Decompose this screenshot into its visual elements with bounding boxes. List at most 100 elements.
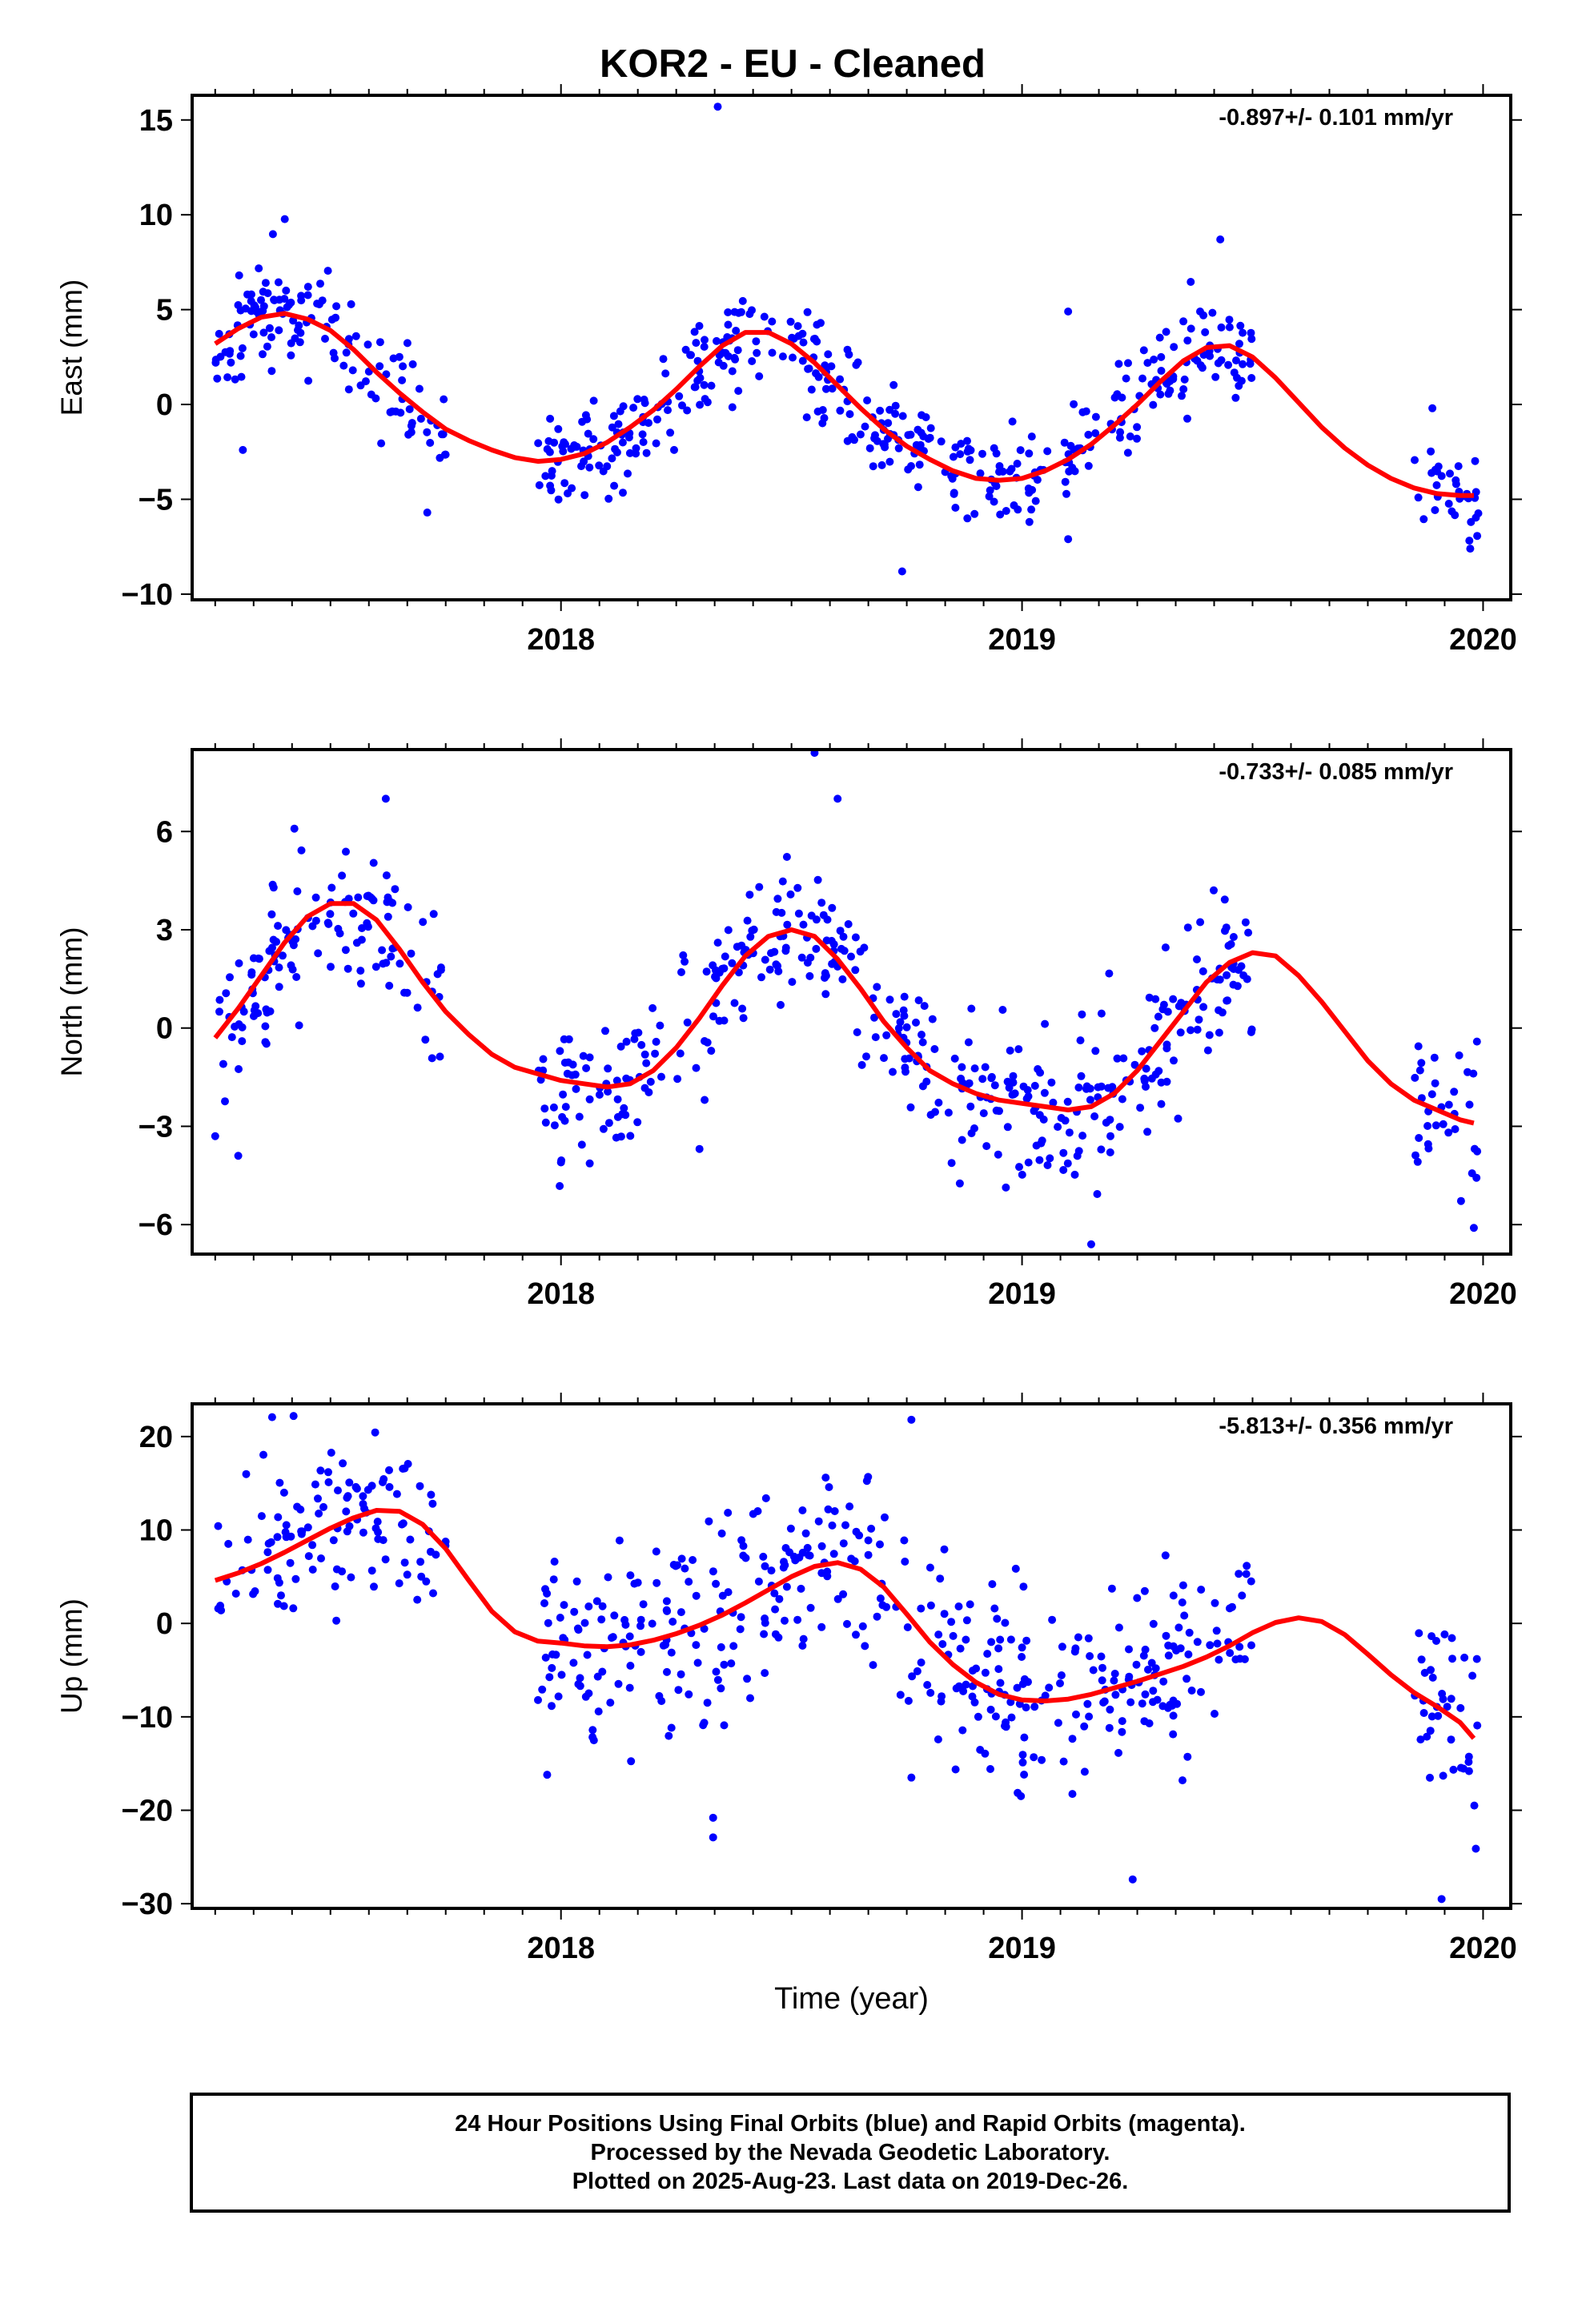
y-tick-label: 0 xyxy=(156,388,173,422)
data-point xyxy=(1003,1123,1012,1132)
data-point xyxy=(1415,1066,1424,1075)
data-point xyxy=(560,1059,569,1067)
data-point xyxy=(304,376,313,385)
data-point xyxy=(604,1573,612,1582)
data-point xyxy=(661,369,670,378)
data-point xyxy=(683,406,692,415)
data-point xyxy=(773,895,782,903)
data-point xyxy=(221,1097,229,1106)
data-point xyxy=(604,1088,612,1096)
data-point xyxy=(608,423,616,432)
data-point xyxy=(817,1622,826,1631)
data-point xyxy=(1084,461,1093,470)
data-point xyxy=(1062,489,1070,498)
data-point xyxy=(257,296,265,304)
data-point xyxy=(1061,1116,1070,1125)
figure-title: KOR2 - EU - Cleaned xyxy=(600,42,986,86)
data-point xyxy=(1143,359,1152,368)
data-point xyxy=(381,1555,390,1564)
data-point xyxy=(780,1558,788,1566)
data-point xyxy=(1070,1170,1079,1179)
data-point xyxy=(432,1550,440,1559)
data-point xyxy=(851,933,860,942)
data-point xyxy=(556,1182,564,1190)
data-point xyxy=(1145,1719,1154,1727)
data-point xyxy=(718,964,727,973)
data-point xyxy=(662,1606,671,1614)
data-point xyxy=(1444,1100,1453,1109)
data-point xyxy=(1059,1148,1068,1157)
data-point xyxy=(1138,1699,1146,1708)
data-point xyxy=(1074,1147,1083,1156)
data-point xyxy=(1179,385,1188,393)
data-point xyxy=(1451,476,1460,485)
data-point xyxy=(1037,1139,1046,1148)
data-point xyxy=(1186,324,1195,333)
data-point xyxy=(870,1013,878,1022)
data-point xyxy=(778,352,787,361)
data-point xyxy=(813,337,821,346)
data-point xyxy=(1182,1675,1191,1683)
data-point xyxy=(949,1631,958,1640)
data-point xyxy=(1415,1629,1423,1638)
data-point xyxy=(885,405,894,414)
data-point xyxy=(1460,1764,1468,1773)
data-point xyxy=(863,396,872,404)
data-point xyxy=(1178,392,1186,400)
data-point xyxy=(959,1687,968,1695)
x-ticks xyxy=(214,738,1484,1265)
data-point xyxy=(696,400,705,409)
data-point xyxy=(972,1664,981,1673)
data-point xyxy=(1229,980,1238,989)
data-point xyxy=(1215,1028,1223,1037)
data-point xyxy=(862,1477,871,1486)
data-point xyxy=(572,442,581,451)
data-point xyxy=(214,1604,223,1613)
data-point xyxy=(374,1534,383,1543)
data-point xyxy=(1432,480,1441,489)
data-point xyxy=(711,972,719,981)
data-point xyxy=(1154,1012,1162,1021)
data-point xyxy=(1456,1703,1465,1712)
data-point xyxy=(1180,375,1189,384)
data-point xyxy=(1023,1086,1032,1095)
data-point xyxy=(896,1691,905,1699)
data-point xyxy=(295,1021,303,1030)
data-point xyxy=(1236,321,1245,330)
data-point xyxy=(701,395,709,404)
data-point xyxy=(630,1579,639,1588)
data-point xyxy=(275,963,283,972)
data-point xyxy=(836,406,845,415)
data-point xyxy=(636,1615,645,1624)
data-point xyxy=(404,903,412,911)
data-point xyxy=(1043,447,1052,456)
data-point xyxy=(440,450,449,459)
data-point xyxy=(824,350,833,359)
data-point xyxy=(263,1566,272,1574)
data-point xyxy=(836,375,845,384)
data-point xyxy=(1186,278,1195,286)
data-point xyxy=(1118,1727,1126,1736)
data-point xyxy=(606,1699,615,1707)
data-point xyxy=(556,1614,564,1622)
data-point xyxy=(616,407,624,416)
y-tick-label: −10 xyxy=(122,1701,173,1735)
data-point xyxy=(604,494,613,503)
data-point xyxy=(381,794,390,803)
data-point xyxy=(311,1480,319,1489)
data-point xyxy=(1411,1073,1419,1082)
data-point xyxy=(852,1630,860,1639)
data-point xyxy=(274,1513,283,1522)
data-point xyxy=(786,890,795,899)
data-point xyxy=(407,421,416,430)
data-point xyxy=(637,1040,646,1049)
x-tick-label: 2019 xyxy=(988,1277,1056,1311)
data-point xyxy=(274,922,283,931)
data-point xyxy=(696,374,705,382)
data-point xyxy=(356,979,365,988)
data-point xyxy=(407,428,416,436)
data-point xyxy=(974,1712,982,1721)
data-point xyxy=(934,1735,942,1743)
data-point xyxy=(351,332,360,340)
data-point xyxy=(692,1641,701,1650)
